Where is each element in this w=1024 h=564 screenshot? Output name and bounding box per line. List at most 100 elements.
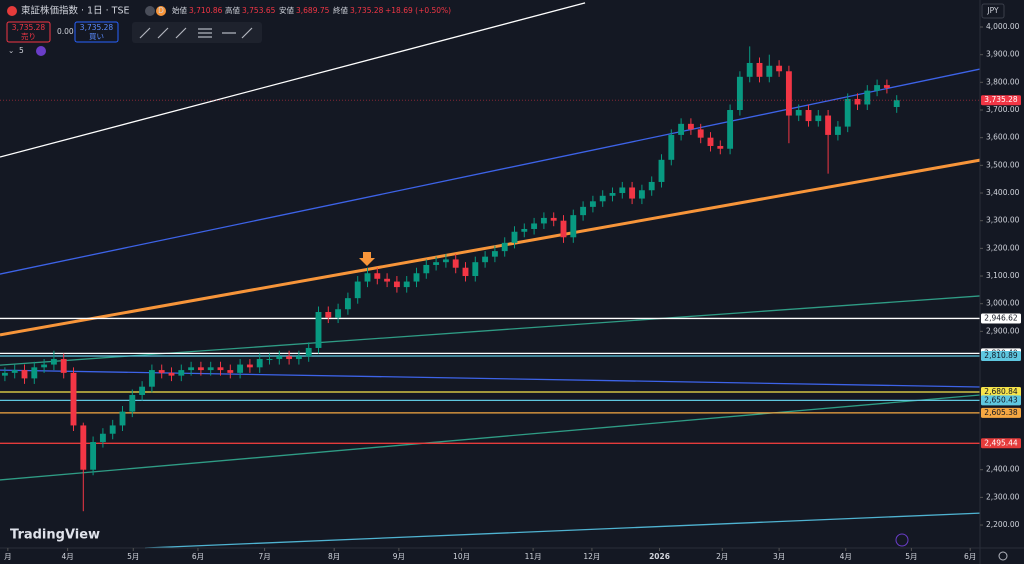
candle-body (188, 367, 195, 371)
trend-line (0, 68, 981, 275)
buy-button[interactable] (74, 21, 119, 43)
candle-body (717, 145, 724, 149)
candle-body (50, 359, 57, 365)
low-label: 安値 (279, 5, 294, 15)
candle-body (668, 134, 675, 160)
last-price-label: 3,735.28 (984, 95, 1018, 104)
candle-body (442, 259, 449, 263)
replay-icon[interactable] (895, 533, 909, 547)
candle-body (266, 359, 273, 361)
symbol-icon (7, 6, 17, 16)
candle-body (472, 262, 479, 277)
y-tick-label: 3,600.00 (986, 133, 1020, 142)
candle-body (678, 123, 685, 135)
candle-body (286, 356, 293, 360)
candle-body (707, 137, 714, 146)
y-tick-label: 3,700.00 (986, 105, 1020, 114)
candle-body (207, 367, 214, 371)
candle-body (766, 65, 773, 77)
level-label-bg (981, 313, 1021, 324)
low-value: 3,689.75 (296, 6, 330, 15)
y-tick-label: 4,000.00 (986, 22, 1020, 31)
candle-body (619, 187, 626, 194)
candle-body (178, 370, 185, 376)
candle-body (217, 367, 224, 371)
level-label-bg (981, 438, 1021, 449)
y-tick-label: 3,200.00 (986, 243, 1020, 252)
level-label-bg (981, 351, 1021, 362)
currency-box[interactable] (981, 3, 1005, 19)
close-value: 3,735.28 (350, 6, 384, 15)
interval-badge-bg (156, 6, 166, 16)
currency: JPY (986, 6, 999, 15)
interval-badge[interactable]: D (158, 6, 164, 15)
x-tick-label: 9月 (393, 552, 405, 561)
candle-body (648, 181, 655, 191)
candle-body (638, 190, 645, 199)
y-tick-label: 2,300.00 (986, 492, 1020, 501)
level-label-bg (981, 395, 1021, 406)
level-label-bg (981, 407, 1021, 418)
toolbar-icons[interactable] (139, 27, 253, 39)
symbol-name[interactable]: 東証株価指数 · 1日 · TSE (21, 5, 130, 17)
candle-body (756, 62, 763, 77)
collapse-arrow[interactable]: ⌄ (8, 46, 14, 55)
drawing-toolbar (132, 22, 262, 43)
level-label: 2,650.43 (984, 395, 1018, 404)
trend-line (145, 512, 981, 549)
candle-body (99, 433, 106, 443)
last-price-bg (981, 95, 1021, 106)
x-tick-label: 6月 (192, 552, 204, 561)
candle-body (864, 90, 871, 105)
candle-body (854, 98, 861, 105)
x-tick-label: 8月 (328, 552, 340, 561)
candle-body (158, 370, 165, 373)
buy-price: 3,735.28 (80, 23, 114, 32)
trend-line (0, 158, 981, 337)
compare-icon[interactable] (145, 6, 155, 16)
candle-body (41, 364, 48, 368)
indicator-count[interactable]: 5 (19, 46, 24, 55)
trend-line (0, 394, 981, 481)
y-tick-label: 2,900.00 (986, 326, 1020, 335)
candle-body (11, 370, 18, 373)
candle-body (197, 367, 204, 371)
x-tick-label: 4月 (840, 552, 852, 561)
candle-body (589, 201, 596, 207)
candle-body (776, 65, 783, 72)
candle-body (874, 85, 881, 91)
trend-line (0, 369, 981, 388)
sell-price: 3,735.28 (12, 23, 46, 32)
y-tick-label: 2,400.00 (986, 465, 1020, 474)
candle-body (727, 110, 734, 149)
change-value: +18.69 (+0.50%) (385, 6, 451, 15)
settings-icon[interactable] (998, 551, 1008, 561)
candle-body (893, 100, 900, 108)
level-label: 2,946.62 (984, 313, 1018, 322)
candle-body (550, 217, 557, 221)
candle-body (256, 359, 263, 368)
candle-body (629, 187, 636, 199)
candle-body (109, 425, 116, 434)
candle-body (119, 411, 126, 426)
y-tick-label: 3,500.00 (986, 160, 1020, 169)
x-tick-label: 月 (4, 552, 12, 561)
candle-body (844, 98, 851, 127)
candle-body (139, 386, 146, 395)
x-tick-label: 10月 (453, 552, 470, 561)
trend-line (0, 2, 586, 158)
candle-body (736, 76, 743, 111)
open-value: 3,710.86 (189, 6, 223, 15)
candle-body (305, 347, 312, 357)
sell-button[interactable] (6, 21, 51, 43)
candle-body (90, 442, 97, 470)
candle-body (697, 129, 704, 138)
plot-area (0, 2, 981, 549)
level-label: 2,495.44 (984, 438, 1018, 447)
indicator-icon[interactable] (36, 46, 46, 56)
candle-body (570, 215, 577, 238)
candle-body (1, 372, 8, 376)
high-label: 高値 (225, 5, 240, 15)
spread: 0.00 (57, 27, 74, 36)
